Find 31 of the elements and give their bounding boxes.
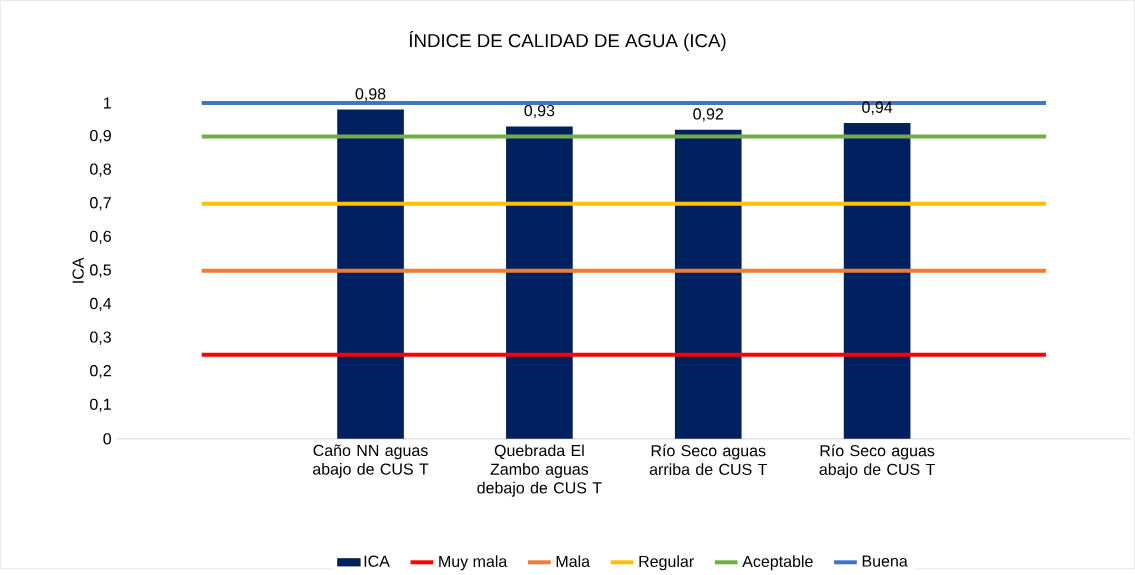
x-tick-label: Caño NN aguas abajo de CUS T: [312, 444, 429, 479]
bar: [674, 129, 742, 440]
bar: [843, 123, 911, 440]
data-label: 0,94: [862, 101, 893, 115]
y-tick-label: 0,8: [90, 163, 111, 177]
data-label: 0,92: [693, 108, 724, 122]
y-tick-label: 0: [103, 433, 112, 445]
y-tick-label: 0,7: [90, 197, 111, 211]
legend-label: Aceptable: [742, 555, 813, 571]
y-tick-label: 0,9: [90, 130, 111, 144]
y-tick-label: 0,2: [90, 365, 111, 379]
x-tick-label: Río Seco aguas abajo de CUS T: [819, 444, 935, 479]
y-tick-label: 0,4: [90, 298, 112, 312]
chart-title: ÍNDICE DE CALIDAD DE AGUA (ICA): [409, 31, 726, 52]
legend-label: Mala: [556, 555, 591, 568]
y-tick-label: 1: [103, 97, 111, 109]
legend-label: ICA: [364, 555, 390, 568]
y-tick-label: 0,3: [90, 331, 111, 345]
bar: [337, 109, 404, 440]
bar: [506, 126, 573, 440]
y-tick-label: 0,5: [90, 264, 111, 278]
y-tick-label: 0,6: [90, 230, 111, 245]
legend-label: Muy mala: [439, 555, 508, 571]
data-label: 0,98: [355, 88, 386, 102]
data-label: 0,93: [524, 105, 555, 119]
y-tick-label: 0,1: [90, 398, 111, 413]
x-tick-label: Río Seco aguas arriba de CUS T: [649, 444, 767, 476]
x-tick-label: Quebrada El Zambo aguas debajo de CUS T: [477, 444, 602, 497]
legend-label: Buena: [862, 555, 908, 567]
legend-label: Regular: [639, 555, 694, 571]
y-axis-title: ICA: [72, 257, 84, 283]
